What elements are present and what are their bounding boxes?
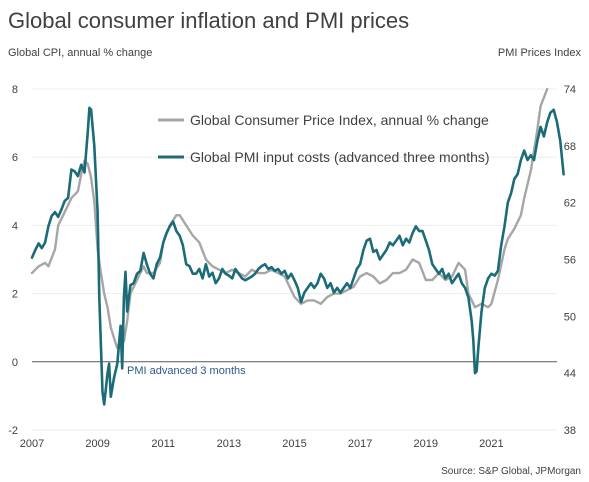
chart-title: Global consumer inflation and PMI prices: [8, 8, 409, 33]
legend-label-cpi: Global Consumer Price Index, annual % ch…: [190, 112, 489, 128]
x-tick-label: 2007: [20, 438, 44, 450]
x-tick-label: 2021: [479, 438, 503, 450]
right-tick-label: 68: [564, 141, 576, 153]
series-group: [30, 87, 565, 406]
x-tick-label: 2015: [282, 438, 306, 450]
left-axis-ticks: -2 0 2 4 6 8: [8, 84, 18, 437]
right-tick-label: 74: [564, 84, 576, 96]
left-tick-label: 2: [12, 289, 18, 301]
x-tick-label: 2019: [414, 438, 438, 450]
source-note: Source: S&P Global, JPMorgan: [441, 466, 581, 477]
legend: Global Consumer Price Index, annual % ch…: [158, 112, 490, 165]
right-tick-label: 38: [564, 425, 576, 437]
right-tick-label: 44: [564, 368, 576, 380]
x-axis-ticks: 2007 2009 2011 2013 2015 2017 2019 2021: [20, 438, 504, 450]
right-tick-label: 50: [564, 311, 576, 323]
right-axis-ticks: 38 44 50 56 62 68 74: [564, 84, 576, 437]
right-tick-label: 62: [564, 198, 576, 210]
x-tick-label: 2017: [348, 438, 372, 450]
right-axis-label: PMI Prices Index: [498, 47, 582, 59]
x-tick-label: 2011: [151, 438, 175, 450]
left-tick-label: 4: [12, 220, 18, 232]
x-tick-label: 2009: [85, 438, 109, 450]
left-tick-label: -2: [8, 425, 18, 437]
left-axis-label: Global CPI, annual % change: [8, 47, 152, 59]
series-line-pmi: [30, 106, 565, 406]
left-tick-label: 8: [12, 84, 18, 96]
left-tick-label: 0: [12, 357, 18, 369]
annotation-label: PMI advanced 3 months: [127, 365, 246, 377]
right-tick-label: 56: [564, 255, 576, 267]
legend-label-pmi: Global PMI input costs (advanced three m…: [190, 149, 490, 165]
left-tick-label: 6: [12, 152, 18, 164]
x-tick-label: 2013: [217, 438, 241, 450]
